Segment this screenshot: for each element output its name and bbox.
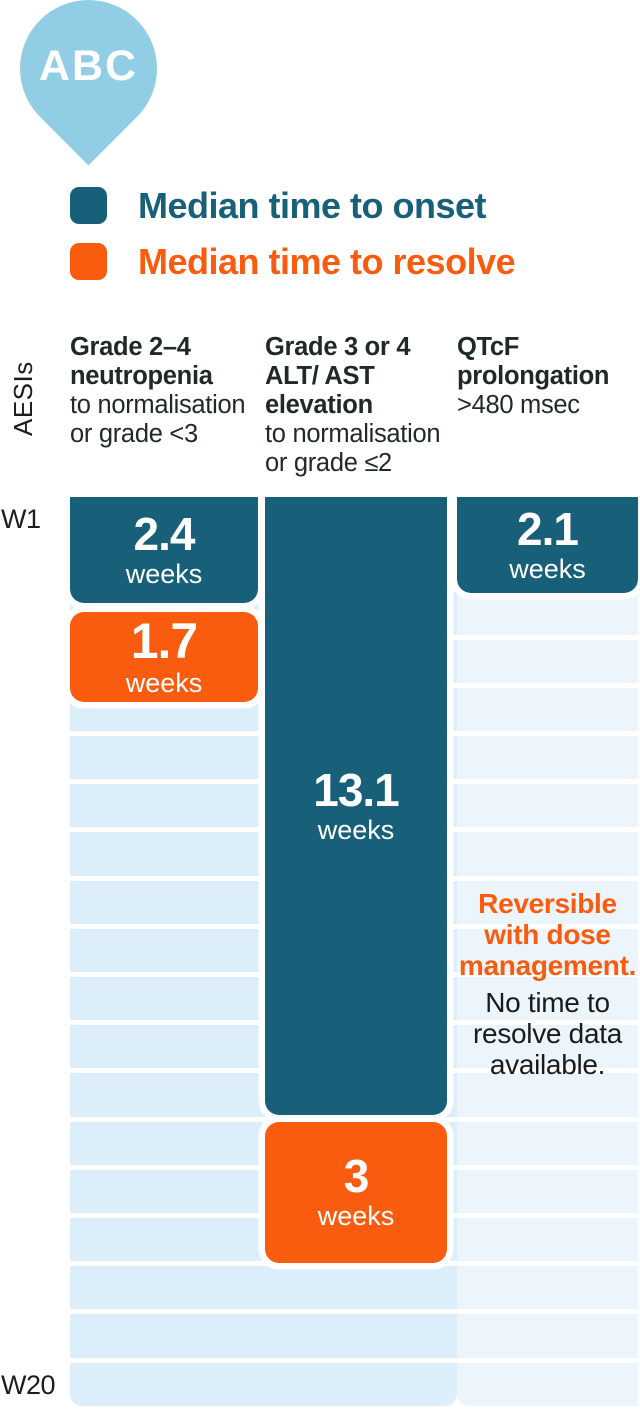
- column-header-qtcf: QTcF prolongation >480 msec: [457, 333, 638, 420]
- y-axis-label-aesis: AESIs: [8, 361, 38, 436]
- bar-resolve-neutropenia: 1.7 weeks: [70, 612, 258, 702]
- week-row: [457, 832, 638, 876]
- week-row: [457, 736, 638, 780]
- week-row: [457, 880, 638, 924]
- bar-unit: weeks: [509, 553, 586, 584]
- resolve-swatch-icon: [70, 243, 107, 280]
- week-row: [457, 1218, 638, 1262]
- bar-value: 2.1: [517, 502, 579, 555]
- legend-item-onset: Median time to onset: [70, 184, 515, 226]
- qtcf-annotation-highlight: Reversible with dose management.: [458, 888, 637, 981]
- week-row: [457, 1169, 638, 1213]
- column-header-alt-ast-sub: to normalisation or grade ≤2: [265, 420, 441, 477]
- week-row: [457, 1121, 638, 1165]
- bar-unit: weeks: [125, 558, 203, 589]
- legend-item-resolve: Median time to resolve: [70, 240, 516, 282]
- legend-resolve-label: Median time to resolve: [138, 240, 516, 282]
- week-row: [457, 591, 638, 635]
- week-row: [70, 1314, 457, 1358]
- legend: Median time to onset Median time to reso…: [70, 184, 516, 299]
- bar-unit: weeks: [317, 814, 395, 845]
- week-row: [70, 1362, 457, 1406]
- bar-value: 2.4: [133, 507, 196, 560]
- column-header-qtcf-bold: QTcF prolongation: [457, 333, 610, 390]
- bar-onset-neutropenia: 2.4 weeks: [70, 497, 258, 603]
- week-row: [457, 1362, 638, 1406]
- bar-value: 13.1: [313, 763, 400, 816]
- column-header-alt-ast: Grade 3 or 4 ALT/ AST elevation to norma…: [265, 333, 457, 478]
- week-row: [457, 639, 638, 683]
- week-row: [457, 977, 638, 1021]
- axis-tick-w20: W20: [1, 1370, 56, 1400]
- week-row: [457, 687, 638, 731]
- week-row: [457, 1314, 638, 1358]
- qtcf-annotation: Reversible with dose management. No time…: [457, 888, 638, 1080]
- column-header-neutropenia-sub: to normalisation or grade <3: [70, 391, 246, 448]
- column-header-neutropenia: Grade 2–4 neutropenia to normalisation o…: [70, 333, 262, 449]
- week-row: [457, 1266, 638, 1310]
- week-row: [457, 1073, 638, 1117]
- legend-onset-label: Median time to onset: [138, 184, 487, 226]
- axis-tick-w1: W1: [1, 504, 41, 534]
- pin-label: ABC: [38, 42, 139, 90]
- bar-unit: weeks: [125, 667, 203, 698]
- bar-value: 3: [343, 1150, 370, 1203]
- column-header-neutropenia-bold: Grade 2–4 neutropenia: [70, 333, 213, 390]
- bar-onset-qtcf: 2.1 weeks: [457, 497, 638, 593]
- week-row: [457, 1025, 638, 1069]
- column-header-alt-ast-bold: Grade 3 or 4 ALT/ AST elevation: [265, 333, 411, 419]
- bar-resolve-alt-ast: 3 weeks: [265, 1122, 447, 1263]
- onset-swatch-icon: [70, 187, 107, 224]
- week-row: [457, 928, 638, 972]
- bar-unit: weeks: [317, 1201, 395, 1232]
- week-row: [70, 1266, 457, 1310]
- qtcf-annotation-note: No time to resolve data available.: [473, 987, 622, 1080]
- bar-value: 1.7: [130, 612, 199, 669]
- column-header-qtcf-sub: >480 msec: [457, 391, 580, 419]
- bar-onset-alt-ast: 13.1 weeks: [265, 497, 447, 1115]
- week-row: [457, 784, 638, 828]
